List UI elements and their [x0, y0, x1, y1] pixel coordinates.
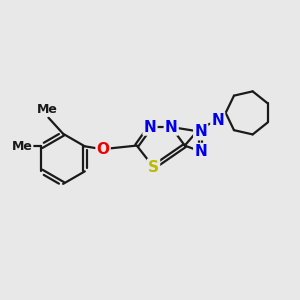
Text: N: N — [194, 144, 207, 159]
Text: N: N — [211, 113, 224, 128]
Text: Me: Me — [37, 103, 57, 116]
Text: S: S — [148, 160, 159, 175]
Text: N: N — [165, 119, 178, 134]
Text: N: N — [144, 119, 156, 134]
Text: O: O — [97, 142, 110, 157]
Text: Me: Me — [12, 140, 33, 153]
Text: N: N — [194, 124, 207, 139]
